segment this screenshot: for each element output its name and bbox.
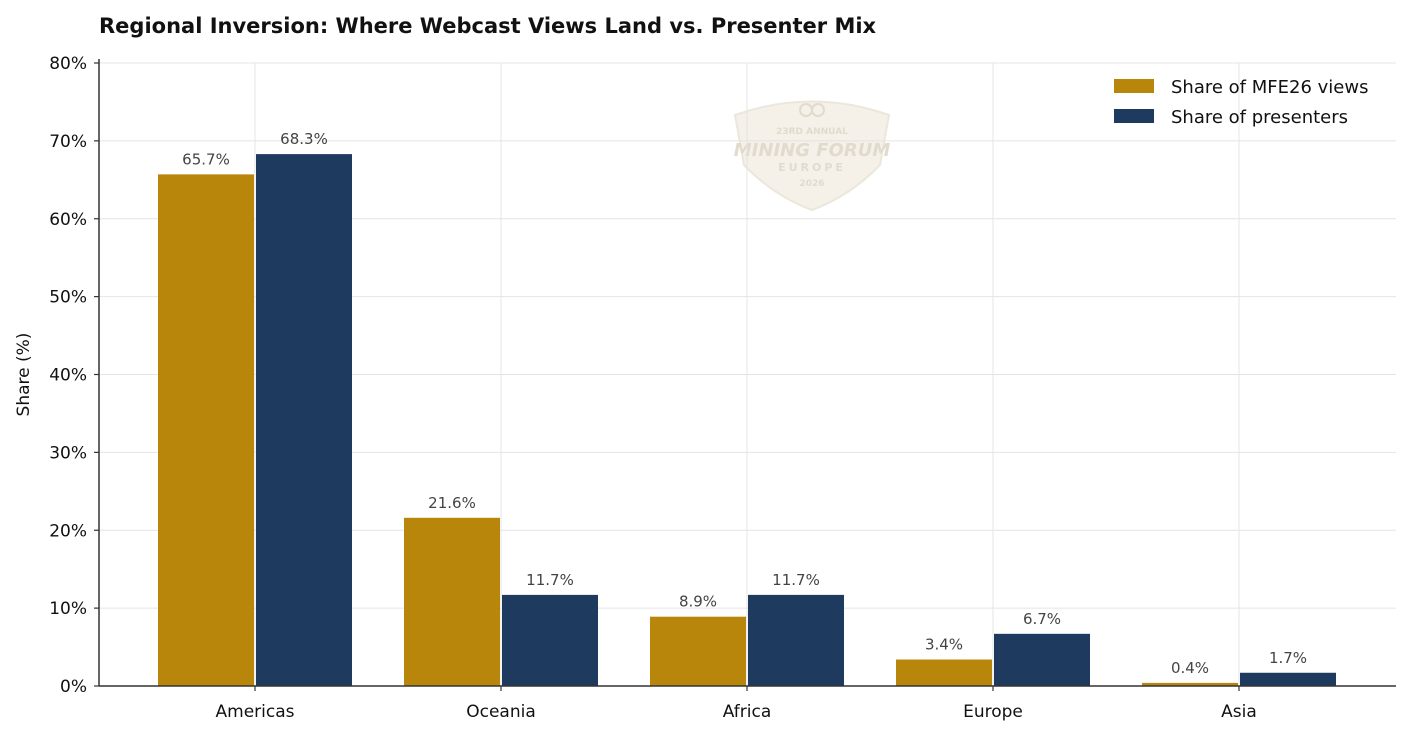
bar-oceania-series-1 xyxy=(404,517,500,686)
x-tick-label: Oceania xyxy=(466,702,536,722)
bar-africa-series-2 xyxy=(748,594,844,686)
data-label: 11.7% xyxy=(772,571,820,589)
bar-europe-series-1 xyxy=(896,659,992,686)
data-label: 3.4% xyxy=(925,636,963,654)
x-tick-label: Asia xyxy=(1221,702,1257,722)
legend-label: Share of MFE26 views xyxy=(1171,77,1368,98)
watermark-line-4: 2026 xyxy=(799,179,824,189)
legend: Share of MFE26 views Share of presenters xyxy=(1114,77,1368,128)
x-tick-label: Americas xyxy=(216,702,295,722)
axes: 0% 10% 20% 30% 40% 50% 60% 70% 80% Americas Oceani… xyxy=(14,54,1396,722)
legend-label: Share of presenters xyxy=(1171,107,1348,128)
data-label: 1.7% xyxy=(1269,649,1307,667)
legend-swatch xyxy=(1114,109,1154,123)
grid-lines xyxy=(99,62,1396,687)
mining-forum-watermark-logo: 23RD ANNUAL MINING FORUM EUROPE 2026 xyxy=(734,100,891,212)
bar-oceania-series-2 xyxy=(502,594,598,686)
data-label: 6.7% xyxy=(1023,610,1061,628)
y-tick-label: 40% xyxy=(49,366,87,386)
data-label: 8.9% xyxy=(679,593,717,611)
bar-asia-series-2 xyxy=(1240,672,1336,686)
data-label: 21.6% xyxy=(428,494,476,512)
y-axis-label: Share (%) xyxy=(14,333,34,417)
x-tick-label: Europe xyxy=(963,702,1023,722)
watermark-line-2: MINING FORUM xyxy=(734,140,891,161)
bar-asia-series-1 xyxy=(1142,682,1238,686)
chart-title: Regional Inversion: Where Webcast Views … xyxy=(99,14,877,38)
bar-africa-series-1 xyxy=(650,616,746,686)
y-tick-label: 10% xyxy=(49,599,87,619)
data-label: 68.3% xyxy=(280,130,328,148)
y-tick-label: 50% xyxy=(49,288,87,308)
legend-swatch xyxy=(1114,79,1154,93)
watermark-line-3: EUROPE xyxy=(778,161,846,174)
x-tick-label: Africa xyxy=(723,702,772,722)
y-tick-label: 80% xyxy=(49,54,87,74)
bar-americas-series-1 xyxy=(158,174,254,686)
y-tick-label: 0% xyxy=(60,677,87,697)
data-label: 0.4% xyxy=(1171,659,1209,677)
data-label: 65.7% xyxy=(182,150,230,168)
bar-europe-series-2 xyxy=(994,633,1090,686)
bar-americas-series-2 xyxy=(256,154,352,686)
y-tick-label: 70% xyxy=(49,132,87,152)
y-tick-label: 60% xyxy=(49,210,87,230)
y-tick-label: 20% xyxy=(49,521,87,541)
y-tick-label: 30% xyxy=(49,443,87,463)
data-labels: 65.7% 68.3% 21.6% 11.7% 8.9% 11.7% 3.4% 6.7% 0.4… xyxy=(182,130,1307,677)
bars xyxy=(158,154,1336,686)
watermark-line-1: 23RD ANNUAL xyxy=(776,127,848,137)
data-label: 11.7% xyxy=(526,571,574,589)
